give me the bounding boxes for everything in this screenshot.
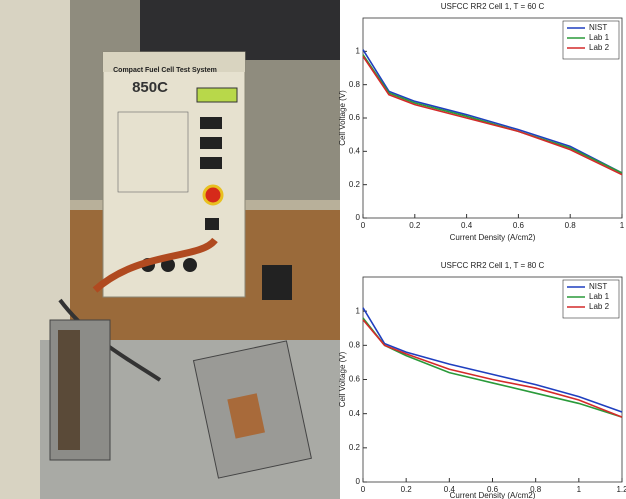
x-tick-label: 0.2 — [409, 221, 421, 230]
x-tick-label: 1 — [620, 221, 625, 230]
x-tick-label: 0.6 — [487, 485, 499, 494]
station-model: 850C — [132, 79, 168, 96]
y-tick-label: 0.6 — [349, 375, 361, 384]
y-tick-label: 0.4 — [349, 409, 361, 418]
y-tick-label: 1 — [356, 306, 361, 315]
y-axis-label: Cell Voltage (V) — [338, 90, 347, 146]
x-tick-label: 0 — [361, 221, 366, 230]
data-line — [362, 55, 623, 176]
x-axis-label: Current Density (A/cm2) — [450, 233, 536, 242]
legend-label: Lab 2 — [589, 43, 610, 52]
x-tick-label: 0 — [361, 485, 366, 494]
x-tick-label: 0.8 — [530, 485, 542, 494]
x-tick-label: 0.2 — [401, 485, 413, 494]
y-tick-label: 0.4 — [349, 146, 361, 155]
x-tick-label: 0.6 — [513, 221, 525, 230]
data-line — [362, 307, 623, 413]
x-tick-label: 0.4 — [461, 221, 473, 230]
y-tick-label: 0.2 — [349, 180, 361, 189]
y-axis-label: Cell Voltage (V) — [338, 351, 347, 407]
x-tick-label: 1 — [577, 485, 582, 494]
fuel-cell-plate — [58, 330, 80, 450]
stop-button — [202, 184, 224, 206]
y-tick-label: 0 — [356, 477, 361, 486]
y-tick-label: 1 — [356, 46, 361, 55]
meter — [200, 137, 222, 149]
fuel-cell-plate — [227, 393, 265, 439]
data-line — [362, 54, 623, 174]
legend-label: NIST — [589, 23, 607, 32]
cable — [92, 237, 218, 293]
schematic — [117, 111, 189, 193]
switch — [205, 218, 219, 230]
x-axis-label: Current Density (A/cm2) — [450, 491, 536, 499]
legend-label: NIST — [589, 282, 607, 291]
y-tick-label: 0.2 — [349, 443, 361, 452]
photo: Compact Fuel Cell Test System 850C — [0, 0, 340, 499]
station-label: Compact Fuel Cell Test System — [113, 67, 217, 74]
y-tick-label: 0.6 — [349, 113, 361, 122]
meter — [200, 157, 222, 169]
legend-label: Lab 1 — [589, 33, 610, 42]
x-tick-label: 0.8 — [565, 221, 577, 230]
legend-label: Lab 2 — [589, 302, 610, 311]
device — [262, 265, 292, 300]
data-line — [362, 49, 623, 174]
y-tick-label: 0.8 — [349, 340, 361, 349]
x-tick-label: 1.2 — [616, 485, 626, 494]
chart-title: USFCC RR2 Cell 1, T = 80 C — [441, 261, 545, 270]
y-tick-label: 0 — [356, 213, 361, 222]
station-top — [103, 52, 245, 72]
chart-title: USFCC RR2 Cell 1, T = 60 C — [441, 2, 545, 11]
y-tick-label: 0.8 — [349, 80, 361, 89]
data-line — [362, 319, 623, 418]
window — [140, 0, 340, 60]
connector — [183, 258, 197, 272]
x-tick-label: 0.4 — [444, 485, 456, 494]
meter — [200, 117, 222, 129]
legend-label: Lab 1 — [589, 292, 610, 301]
display — [196, 87, 238, 103]
